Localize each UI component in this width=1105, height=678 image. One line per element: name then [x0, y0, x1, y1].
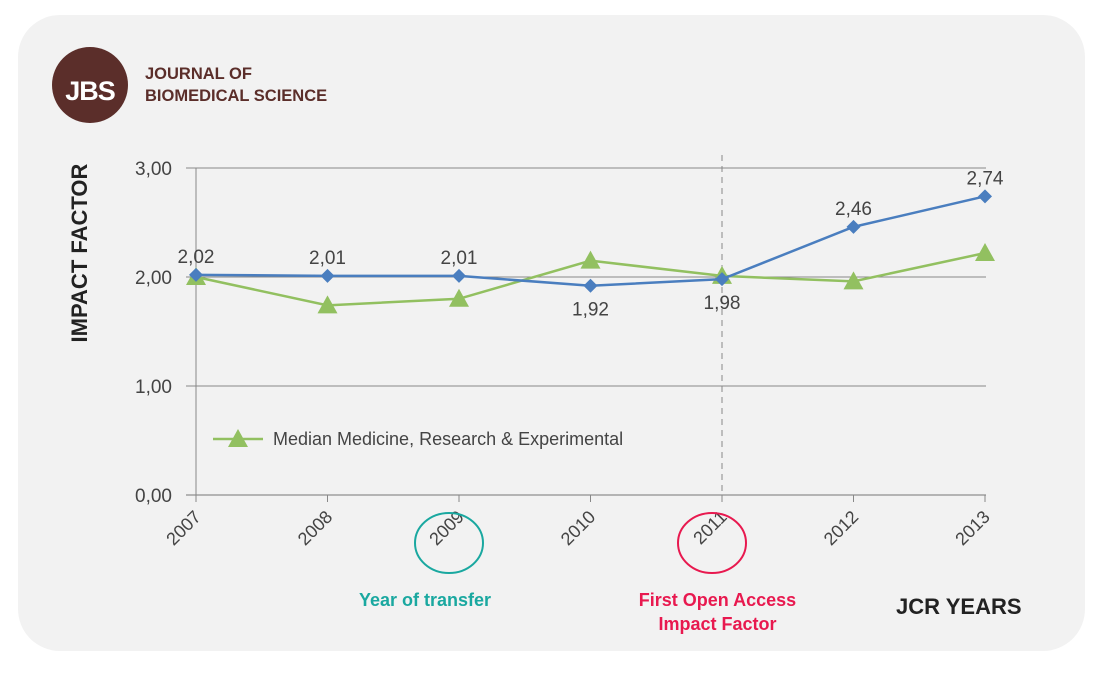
x-tick-label: 2008 — [294, 507, 336, 549]
y-tick-label: 2,00 — [135, 268, 172, 289]
annotation-2011: First Open Access Impact Factor — [638, 590, 797, 634]
highlight-ellipse-2011 — [677, 512, 747, 574]
x-tick-label: 2012 — [820, 507, 862, 549]
jbs-point — [320, 268, 335, 283]
median-point — [843, 271, 864, 290]
data-label: 1,92 — [572, 300, 609, 321]
jbs-logo: JBS — [52, 47, 128, 123]
data-label: 2,46 — [835, 199, 872, 220]
jbs-point — [846, 219, 861, 234]
jbs-point — [583, 278, 598, 293]
median-point — [449, 288, 469, 307]
jbs-point — [715, 272, 729, 287]
data-label: 2,74 — [967, 168, 1004, 189]
jbs-point — [189, 267, 203, 282]
median-point — [580, 250, 601, 269]
jbs-point — [452, 268, 466, 283]
y-tick-label: 3,00 — [135, 159, 172, 180]
data-label: 2,01 — [309, 248, 346, 269]
x-tick-label: 2007 — [162, 507, 204, 549]
data-label: 1,98 — [704, 293, 741, 314]
x-axis-label: JCR YEARS — [896, 594, 1022, 619]
x-tick-label: 2013 — [951, 507, 993, 549]
median-point — [975, 243, 995, 262]
journal-title: JOURNAL OF BIOMEDICAL SCIENCE — [145, 65, 328, 105]
data-label: 2,01 — [441, 248, 478, 269]
legend-label: Median Medicine, Research & Experimental — [273, 429, 623, 449]
annotation-2009: Year of transfer — [358, 590, 492, 610]
y-tick-label: 1,00 — [135, 377, 172, 398]
x-tick-label: 2010 — [557, 507, 599, 549]
jbs-point — [978, 189, 992, 204]
y-tick-label: 0,00 — [135, 486, 172, 507]
legend-triangle-icon — [228, 429, 248, 447]
highlight-ellipse-2009 — [414, 512, 484, 574]
median-point — [317, 295, 338, 314]
data-label: 2,02 — [178, 247, 215, 268]
